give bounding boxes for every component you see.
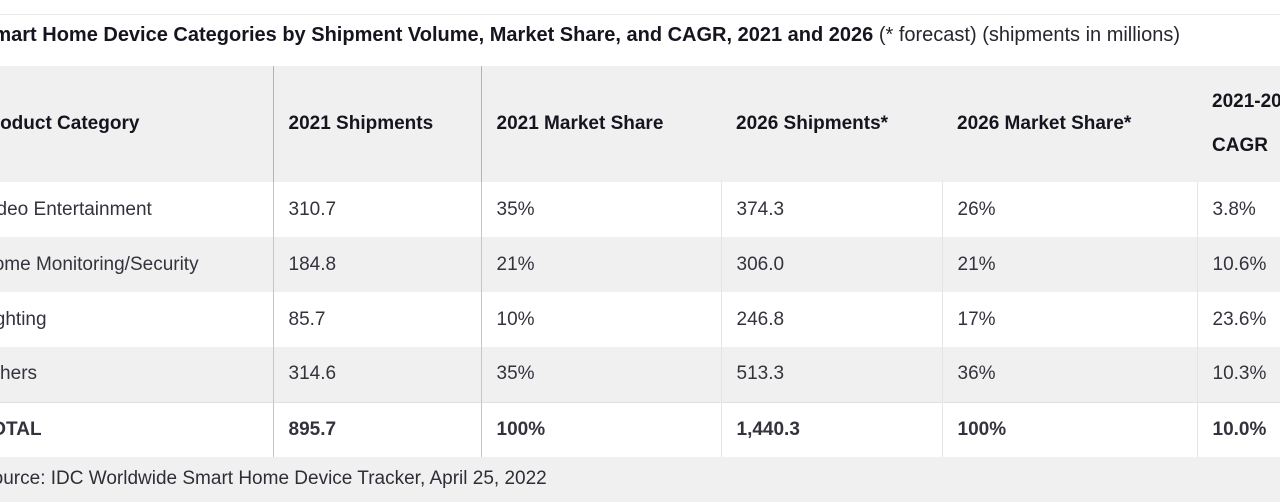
- cell-2026-shipments: 513.3: [721, 347, 943, 402]
- cell-2021-market-share-total: 100%: [481, 401, 722, 457]
- cell-cagr: 3.8%: [1197, 182, 1280, 237]
- cell-category: Lighting: [0, 292, 274, 347]
- cell-2021-market-share: 10%: [481, 292, 722, 347]
- table-total-row: TOTAL 895.7 100% 1,440.3 100% 10.0%: [0, 401, 1280, 457]
- cell-category: Others: [0, 347, 274, 402]
- figure-title-note: (* forecast) (shipments in millions): [873, 24, 1181, 46]
- cell-2021-shipments: 184.8: [273, 237, 482, 292]
- table-row: Lighting 85.7 10% 246.8 17% 23.6%: [0, 292, 1280, 347]
- table-row: Home Monitoring/Security 184.8 21% 306.0…: [0, 237, 1280, 292]
- cell-cagr-total: 10.0%: [1197, 401, 1280, 457]
- cell-2021-market-share: 35%: [481, 347, 722, 402]
- cell-2026-market-share-total: 100%: [942, 401, 1198, 457]
- table-row: Video Entertainment 310.7 35% 374.3 26% …: [0, 182, 1280, 237]
- cell-2026-shipments: 306.0: [721, 237, 943, 292]
- cell-2026-shipments-total: 1,440.3: [721, 401, 943, 457]
- cell-2021-shipments: 310.7: [273, 182, 482, 237]
- shipments-table: Product Category 2021 Shipments 2021 Mar…: [0, 66, 1280, 457]
- cell-2026-market-share: 21%: [942, 237, 1198, 292]
- header-2021-market-share: 2021 Market Share: [481, 66, 721, 182]
- cell-2021-market-share: 21%: [481, 237, 722, 292]
- cell-cagr: 10.3%: [1197, 347, 1280, 402]
- table-row: Others 314.6 35% 513.3 36% 10.3%: [0, 347, 1280, 402]
- cell-cagr: 23.6%: [1197, 292, 1280, 347]
- cell-cagr: 10.6%: [1197, 237, 1280, 292]
- header-product-category: Product Category: [0, 66, 274, 182]
- cell-2026-market-share: 17%: [942, 292, 1198, 347]
- cell-category: Home Monitoring/Security: [0, 237, 274, 292]
- header-cagr-label: CAGR: [1212, 135, 1268, 156]
- cell-2021-shipments: 85.7: [273, 292, 482, 347]
- cell-2021-market-share: 35%: [481, 182, 722, 237]
- header-2026-shipments: 2026 Shipments*: [721, 66, 942, 182]
- header-cagr-years: 2021-2026: [1212, 91, 1280, 112]
- cell-2026-shipments: 374.3: [721, 182, 943, 237]
- header-cagr: 2021-2026 CAGR: [1197, 66, 1280, 182]
- header-row: Product Category 2021 Shipments 2021 Mar…: [0, 66, 1280, 182]
- cell-category: Video Entertainment: [0, 182, 274, 237]
- figure-title-main: Smart Home Device Categories by Shipment…: [0, 24, 874, 46]
- cell-2026-market-share: 36%: [942, 347, 1198, 402]
- cell-2026-shipments: 246.8: [721, 292, 943, 347]
- figure-title: Smart Home Device Categories by Shipment…: [0, 0, 1280, 66]
- cell-category-total: TOTAL: [0, 401, 274, 457]
- top-divider: [0, 14, 1280, 15]
- cell-2021-shipments-total: 895.7: [273, 401, 482, 457]
- source-note: Source: IDC Worldwide Smart Home Device …: [0, 457, 1280, 502]
- header-2026-market-share: 2026 Market Share*: [942, 66, 1197, 182]
- cell-2026-market-share: 26%: [942, 182, 1198, 237]
- cell-2021-shipments: 314.6: [273, 347, 482, 402]
- header-2021-shipments: 2021 Shipments: [273, 66, 482, 182]
